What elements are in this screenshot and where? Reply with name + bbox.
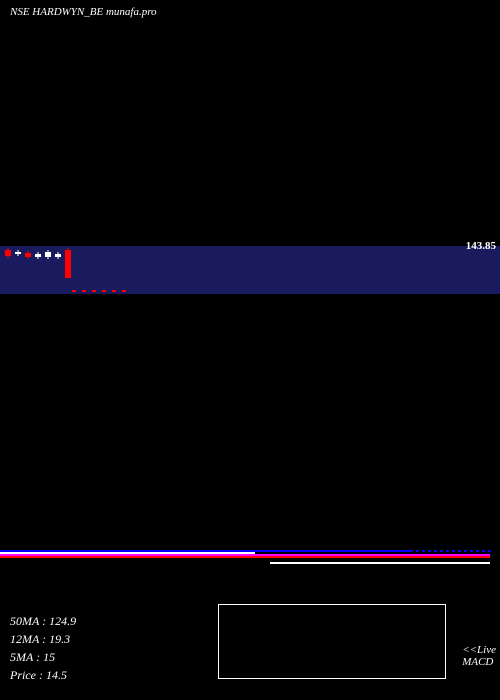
price-label: 143.85 <box>466 240 496 252</box>
ma-line-dash <box>428 550 431 552</box>
moving-average-lines <box>0 552 500 592</box>
ma12-stat: 12MA : 19.3 <box>10 630 76 648</box>
macd-label: <<Live MACD <box>462 644 496 668</box>
ma-line-segment <box>0 550 410 552</box>
ma-line-dash <box>422 550 425 552</box>
ma-line-dash <box>464 550 467 552</box>
ma-line-dash <box>482 550 485 552</box>
ma-line-segment <box>270 562 490 564</box>
price-stat: Price : 14.5 <box>10 666 76 684</box>
ma-line-dash <box>434 550 437 552</box>
price-band <box>0 246 500 294</box>
ma-line-dash <box>488 550 491 552</box>
chart-container: NSE HARDWYN_BE munafa.pro 143.85 50MA : … <box>0 0 500 700</box>
ma-line-dash <box>440 550 443 552</box>
ma-line-dash <box>452 550 455 552</box>
ma-line-dash <box>458 550 461 552</box>
ma50-stat: 50MA : 124.9 <box>10 612 76 630</box>
macd-live-label: <<Live <box>462 644 496 656</box>
ma-line-dash <box>410 550 413 552</box>
ma-line-dash <box>416 550 419 552</box>
ma-line-dash <box>476 550 479 552</box>
ma5-stat: 5MA : 15 <box>10 648 76 666</box>
ma-line-segment <box>0 556 490 558</box>
macd-box <box>218 604 446 679</box>
stats-box: 50MA : 124.9 12MA : 19.3 5MA : 15 Price … <box>10 612 76 684</box>
chart-title: NSE HARDWYN_BE munafa.pro <box>10 6 157 18</box>
ma-line-dash <box>470 550 473 552</box>
ma-line-dash <box>446 550 449 552</box>
macd-text-label: MACD <box>462 656 496 668</box>
